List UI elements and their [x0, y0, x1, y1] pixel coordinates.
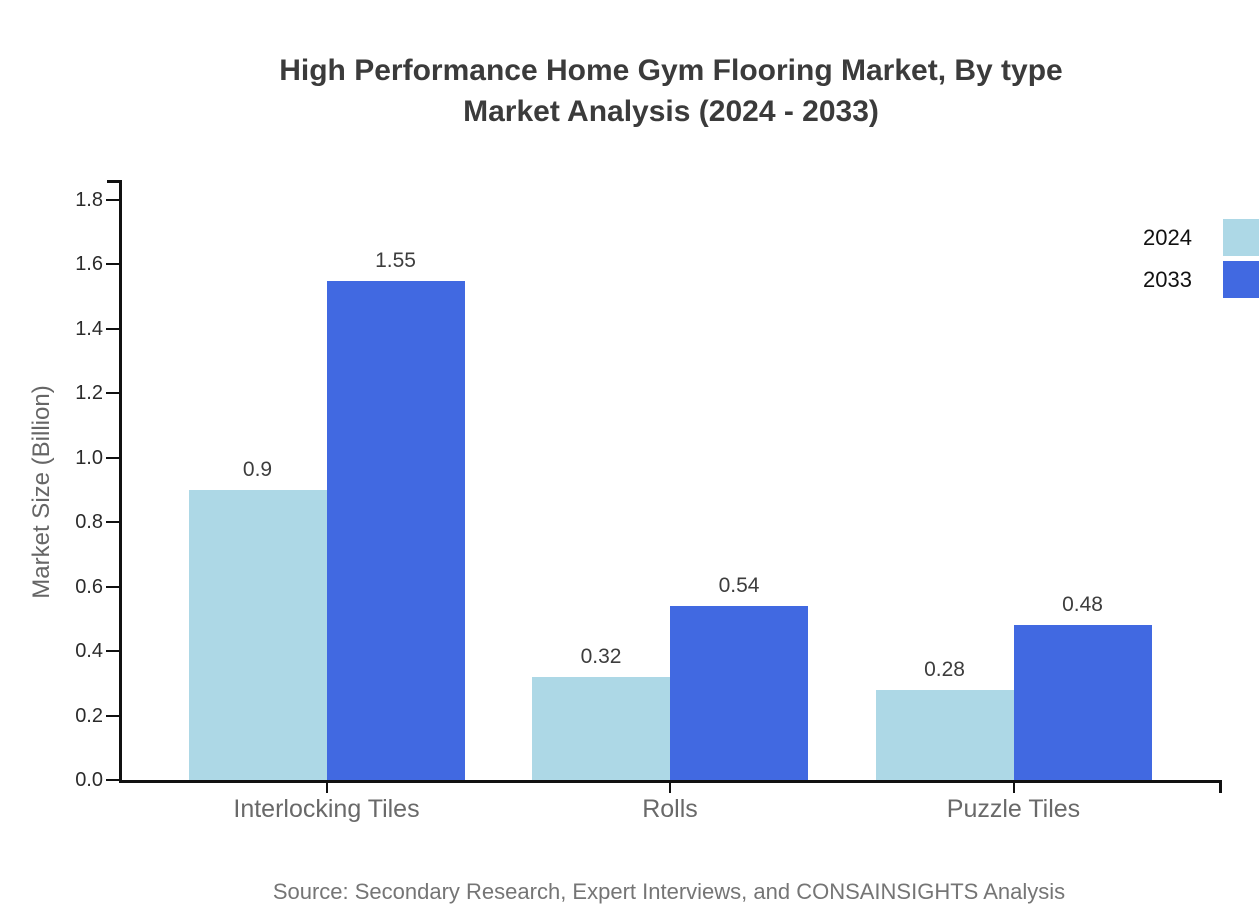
- y-tick-label: 0.4: [75, 640, 103, 663]
- legend-item-2033: 2033: [1143, 261, 1260, 298]
- y-tick-label: 1.8: [75, 189, 103, 211]
- x-category-label-interlocking-tiles: Interlocking Tiles: [233, 795, 420, 823]
- chart-title-line2: Market Analysis (2024 - 2033): [463, 95, 879, 128]
- y-tick-mark: [106, 263, 119, 266]
- x-tick-mark: [325, 783, 328, 793]
- bar-2024-interlocking-tiles: [188, 490, 327, 780]
- y-tick-label: 1.4: [75, 317, 103, 340]
- legend-swatch-2033: [1223, 261, 1259, 298]
- y-tick-mark: [106, 650, 119, 653]
- x-category-label-rolls: Rolls: [642, 795, 698, 823]
- value-label-2024-rolls: 0.32: [580, 645, 622, 668]
- y-tick-label: 0.8: [75, 511, 103, 534]
- legend: 2024 2033: [1143, 219, 1260, 298]
- y-tick-label: 1.6: [75, 253, 103, 276]
- y-tick-label: 0.6: [75, 575, 103, 598]
- y-tick-label: 1.2: [75, 382, 103, 405]
- value-label-2033-interlocking-tiles: 1.55: [375, 249, 416, 272]
- y-tick-mark: [106, 585, 119, 588]
- legend-item-2024: 2024: [1143, 219, 1260, 256]
- y-tick-mark: [106, 392, 119, 395]
- bar-2033-rolls: [670, 606, 808, 780]
- chart-title: High Performance Home Gym Flooring Marke…: [0, 50, 1260, 132]
- x-axis-end-cap: [1219, 780, 1222, 793]
- legend-label-2033: 2033: [1143, 266, 1192, 292]
- value-label-2033-puzzle-tiles: 0.48: [1062, 593, 1103, 616]
- y-tick-mark: [106, 327, 119, 330]
- y-tick-label: 0.0: [75, 769, 103, 791]
- x-category-label-puzzle-tiles: Puzzle Tiles: [946, 795, 1081, 823]
- x-axis-spine: [119, 780, 1222, 783]
- bar-2024-rolls: [532, 677, 670, 780]
- bar-2033-interlocking-tiles: [326, 281, 465, 780]
- y-axis-spine: [119, 180, 122, 783]
- value-label-2033-rolls: 0.54: [718, 574, 760, 597]
- y-tick-label: 1.0: [75, 446, 103, 469]
- source-note: Source: Secondary Research, Expert Inter…: [272, 879, 1066, 904]
- legend-label-2024: 2024: [1143, 224, 1192, 250]
- x-tick-mark: [1012, 783, 1015, 793]
- y-tick-mark: [106, 199, 119, 201]
- y-tick-mark: [106, 456, 119, 459]
- chart-title-line1: High Performance Home Gym Flooring Marke…: [279, 54, 1063, 87]
- y-tick-label: 0.2: [75, 704, 103, 727]
- value-label-2024-puzzle-tiles: 0.28: [924, 658, 965, 681]
- bar-2024-puzzle-tiles: [875, 690, 1014, 780]
- y-tick-mark: [106, 521, 119, 524]
- y-tick-mark: [106, 714, 119, 717]
- y-tick-mark: [106, 779, 119, 781]
- y-axis-end-cap: [107, 180, 122, 183]
- x-tick-mark: [669, 783, 671, 793]
- legend-swatch-2024: [1223, 219, 1259, 256]
- value-label-2024-interlocking-tiles: 0.9: [242, 458, 273, 481]
- bar-2033-puzzle-tiles: [1013, 625, 1152, 780]
